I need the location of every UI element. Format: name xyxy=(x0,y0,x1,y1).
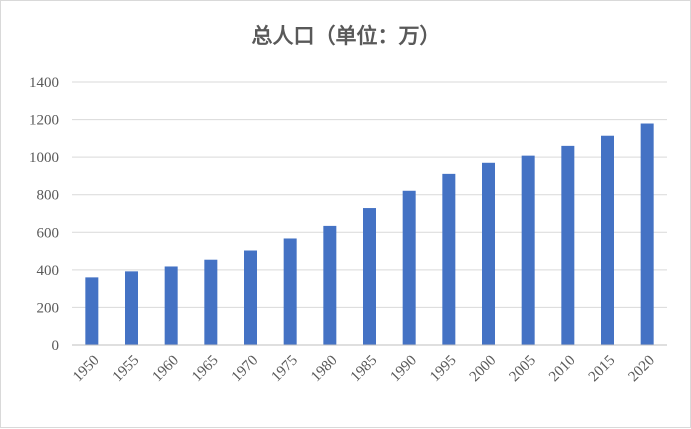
x-tick-label: 2015 xyxy=(586,353,619,386)
bar-2000 xyxy=(482,162,495,345)
y-tick-label: 1200 xyxy=(29,113,59,129)
x-tick-label: 2020 xyxy=(625,353,658,386)
x-tick-label: 1990 xyxy=(387,353,420,386)
bar-1960 xyxy=(164,266,178,345)
bar-1990 xyxy=(402,190,416,345)
bar-2020 xyxy=(640,123,654,346)
y-tick-label: 1400 xyxy=(29,75,59,91)
y-tick-label: 600 xyxy=(37,225,60,241)
y-axis-tick-labels: 0 200 400 600 800 1000 1200 1400 xyxy=(29,75,59,354)
x-tick-label: 1955 xyxy=(110,353,143,386)
bar-1985 xyxy=(363,208,376,345)
x-tick-label: 1970 xyxy=(229,353,262,386)
bars xyxy=(85,123,654,346)
x-tick-label: 1985 xyxy=(348,353,381,386)
x-tick-label: 2010 xyxy=(546,353,579,386)
y-tick-label: 1000 xyxy=(29,150,59,166)
bar-1970 xyxy=(244,250,257,345)
bar-2005 xyxy=(521,155,535,345)
bar-1975 xyxy=(283,238,297,345)
bar-1995 xyxy=(442,173,456,345)
y-tick-label: 400 xyxy=(37,263,60,279)
bar-1955 xyxy=(125,271,138,345)
x-tick-label: 1965 xyxy=(189,353,222,386)
x-tick-label: 1960 xyxy=(149,353,182,386)
bar-2015 xyxy=(601,135,614,345)
x-tick-label: 1950 xyxy=(70,353,103,386)
bar-1950 xyxy=(85,277,99,345)
x-tick-label: 1975 xyxy=(268,353,301,386)
x-tick-label: 1995 xyxy=(427,353,460,386)
x-tick-label: 2000 xyxy=(467,353,500,386)
bar-1980 xyxy=(323,225,337,345)
y-tick-label: 800 xyxy=(37,188,60,204)
bar-1965 xyxy=(204,259,218,345)
y-tick-label: 200 xyxy=(37,300,60,316)
x-axis-tick-labels: 1950 1955 1960 1965 1970 1975 1980 1985 1990 1995… xyxy=(70,353,658,386)
x-tick-label: 1980 xyxy=(308,353,341,386)
y-tick-label: 0 xyxy=(52,338,60,354)
chart-title: 总人口（单位：万） xyxy=(252,23,441,48)
x-tick-label: 2005 xyxy=(506,353,539,386)
bar-2010 xyxy=(561,145,575,345)
